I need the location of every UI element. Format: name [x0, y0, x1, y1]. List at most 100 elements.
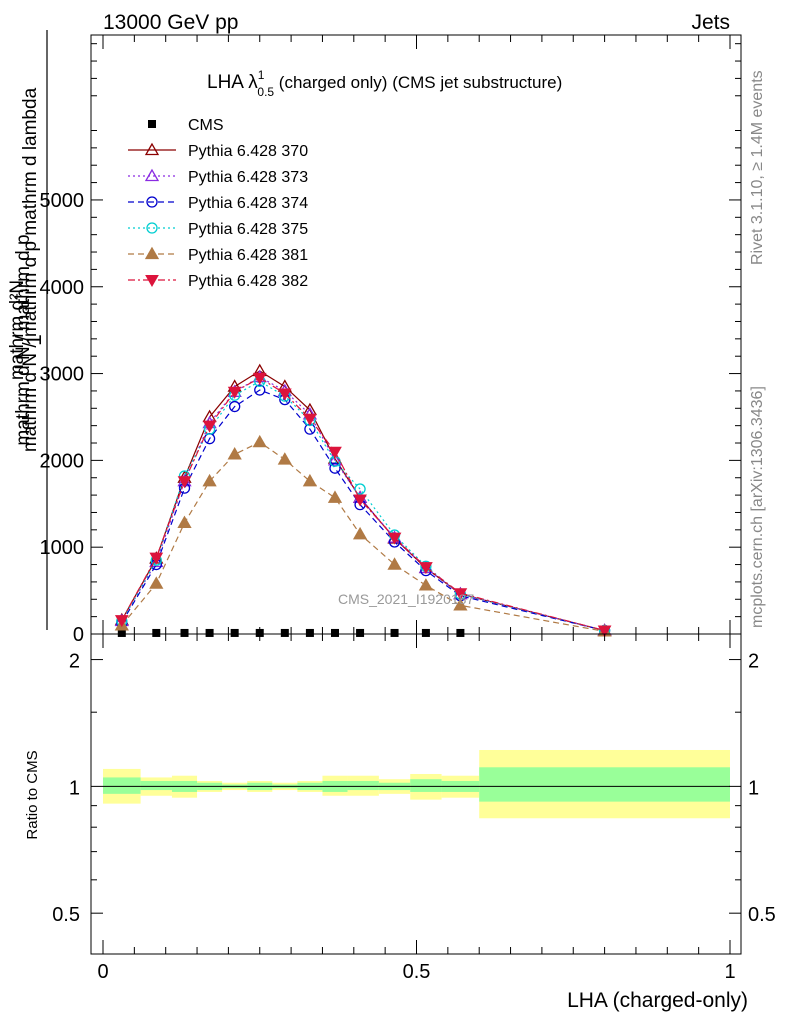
legend-marker [146, 222, 158, 234]
data-point-pythia-6-428-382 [149, 552, 164, 565]
y-tick-label: 1000 [40, 537, 85, 559]
svg-text:mathrm d N / mathrm d p: mathrm d N / mathrm d p [13, 234, 34, 445]
data-point-pythia-6-428-382 [597, 625, 612, 638]
data-point-cms [152, 628, 161, 637]
data-point-pythia-6-428-382 [227, 386, 242, 399]
legend-label: Pythia 6.428 374 [188, 195, 308, 212]
ratio-y-label: Ratio to CMS [24, 750, 41, 839]
x-axis-label: LHA (charged-only) [567, 989, 748, 1012]
legend-entry-pythia-6-428-374: Pythia 6.428 374 [128, 195, 308, 212]
data-point-pythia-6-428-382 [252, 372, 267, 385]
series-pythia-6-428-382 [114, 372, 612, 638]
legend-label: Pythia 6.428 370 [188, 143, 308, 160]
data-point-pythia-6-428-381 [227, 446, 242, 460]
y-tick-label: 0 [73, 624, 84, 646]
watermark: CMS_2021_I1920187 [338, 591, 474, 607]
legend-entry-pythia-6-428-373: Pythia 6.428 373 [128, 168, 308, 186]
x-tick-label: 0.5 [403, 961, 431, 983]
data-point-pythia-6-428-374 [229, 400, 241, 413]
data-point-pythia-6-428-382 [353, 494, 367, 507]
main-plot-area: 0 1000 2000 3000 4000 5000 [40, 35, 741, 646]
data-point-pythia-6-428-382 [114, 615, 129, 628]
y-axis-label-numerator: mathrm d N / mathrm d p mathrm d lambda [20, 87, 41, 452]
legend-marker [144, 142, 160, 156]
svg-text:mathrm d N / mathrm d p mathr: mathrm d N / mathrm d p mathrm d lambda [20, 87, 41, 452]
data-point-pythia-6-428-382 [303, 413, 317, 426]
legend-entry-pythia-6-428-375: Pythia 6.428 375 [128, 221, 308, 238]
legend-marker [144, 168, 160, 182]
ratio-y-tick-label-right: 0.5 [748, 904, 776, 926]
uncertainty-band-inner [347, 780, 379, 791]
series-pythia-6-428-381 [114, 434, 612, 637]
data-point-cms [205, 628, 214, 637]
ratio-y-tick-label-right: 1 [748, 777, 759, 799]
data-point-pythia-6-428-374 [254, 384, 266, 396]
legend-label: Pythia 6.428 382 [188, 273, 308, 290]
data-point-pythia-6-428-381 [252, 434, 267, 448]
uncertainty-band-inner [410, 779, 442, 792]
data-point-pythia-6-428-381 [202, 473, 217, 487]
legend: CMS Pythia 6.428 370 Pythia 6.428 373 Pythi… [128, 117, 308, 290]
svg-text:1: 1 [23, 334, 46, 346]
data-point-pythia-6-428-381 [387, 557, 402, 570]
legend-marker [145, 275, 159, 288]
data-point-pythia-6-428-382 [177, 476, 192, 489]
series-line-pythia-6-428-381 [121, 441, 605, 632]
legend-entry-pythia-6-428-381: Pythia 6.428 381 [128, 246, 308, 264]
data-point-pythia-6-428-382 [419, 562, 433, 575]
data-point-cms [456, 628, 465, 637]
data-point-cms [356, 628, 365, 637]
data-point-pythia-6-428-381 [277, 452, 292, 465]
series-line-pythia-6-428-375 [121, 380, 605, 632]
plot-title: LHA λ1 0.5 (charged only) (CMS jet substr… [207, 68, 562, 99]
legend-entry-pythia-6-428-382: Pythia 6.428 382 [128, 273, 308, 290]
data-point-pythia-6-428-382 [202, 420, 217, 433]
ratio-y-tick-label: 2 [69, 651, 80, 673]
series-line-pythia-6-428-382 [121, 377, 605, 632]
legend-label: CMS [188, 117, 224, 134]
title-sup: 1 [258, 68, 265, 82]
data-point-pythia-6-428-374 [329, 462, 341, 474]
data-point-cms [230, 628, 239, 637]
data-point-pythia-6-428-381 [352, 526, 368, 540]
legend-entry-cms: CMS [148, 117, 224, 134]
data-point-pythia-6-428-373 [327, 453, 343, 466]
uncertainty-band-inner [479, 767, 730, 802]
legend-marker [144, 246, 160, 260]
y-tick-label: 2000 [40, 450, 85, 472]
data-point-pythia-6-428-381 [302, 473, 318, 487]
legend-label: Pythia 6.428 375 [188, 221, 308, 238]
rivet-label: Rivet 3.1.10, ≥ 1.4M events [749, 70, 766, 265]
series-line-pythia-6-428-374 [121, 389, 605, 632]
uncertainty-band-inner [140, 780, 172, 791]
data-point-pythia-6-428-382 [387, 532, 402, 545]
y-tick-label: 4000 [40, 277, 85, 299]
x-tick-label: 1 [724, 961, 735, 983]
data-point-cms [305, 628, 314, 637]
legend-marker [146, 196, 158, 208]
data-point-pythia-6-428-382 [328, 446, 342, 459]
data-point-pythia-6-428-381 [418, 578, 434, 591]
legend-marker [148, 120, 156, 128]
data-point-pythia-6-428-382 [277, 388, 292, 401]
data-point-cms [280, 628, 289, 637]
uncertainty-band-inner [103, 777, 141, 794]
data-point-cms [180, 628, 189, 637]
header-left: 13000 GeV pp [103, 11, 238, 34]
series-cms [117, 628, 465, 637]
title-sub: 0.5 [257, 85, 274, 99]
data-point-pythia-6-428-381 [453, 598, 468, 611]
header-right: Jets [691, 11, 730, 34]
svg-text:mathrm d²N: mathrm d²N [7, 280, 28, 380]
data-point-pythia-6-428-382 [453, 588, 468, 601]
data-point-cms [421, 628, 430, 637]
title-main: LHA λ [207, 72, 258, 93]
y-tick-label: 3000 [40, 364, 85, 386]
y-tick-label: 5000 [40, 190, 85, 212]
y-axis-label: 1 mathrm d N / mathrm d p mathrm d²N [7, 30, 48, 630]
data-point-cms [390, 628, 399, 637]
legend-label: Pythia 6.428 381 [188, 247, 308, 264]
data-point-pythia-6-428-375 [354, 483, 366, 495]
ratio-y-tick-label-right: 2 [748, 651, 759, 673]
data-point-pythia-6-428-381 [177, 515, 192, 529]
